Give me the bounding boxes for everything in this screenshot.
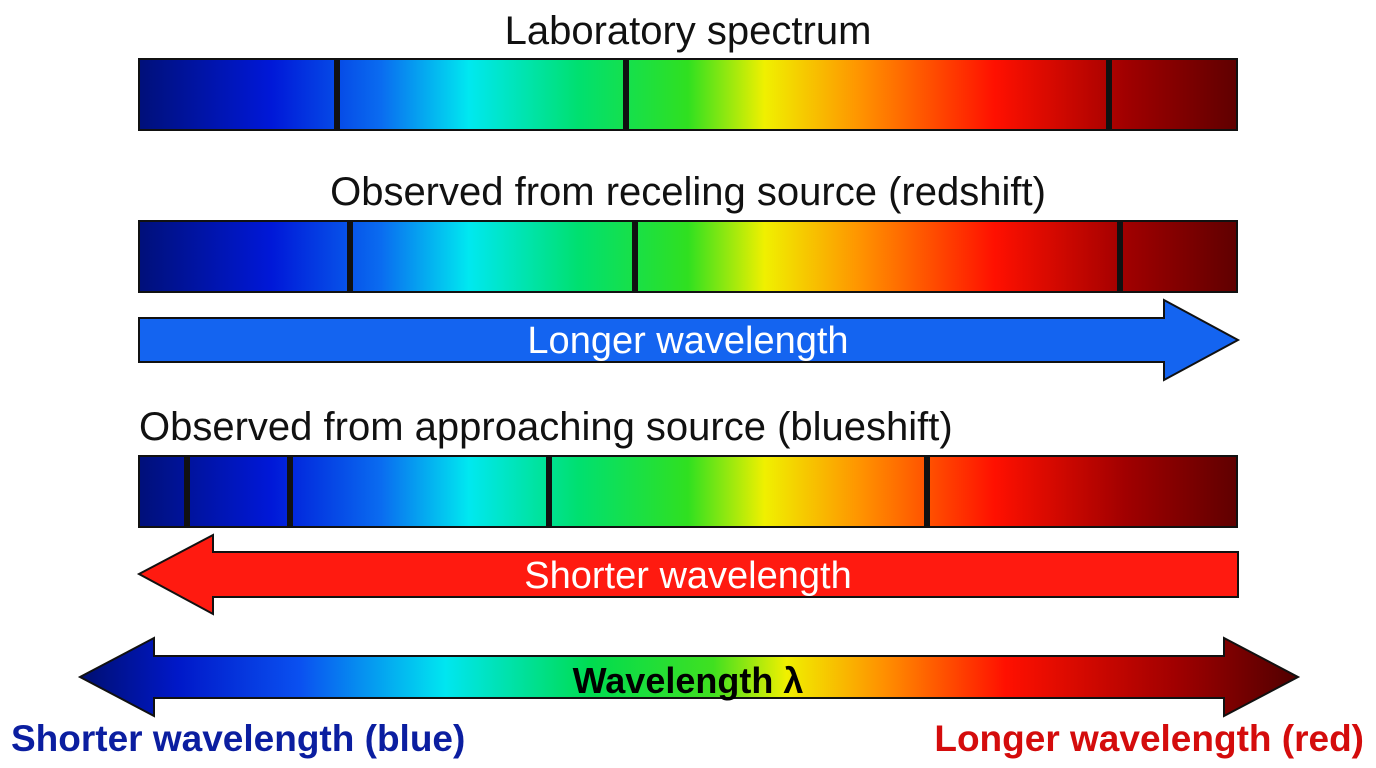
laboratory-spectrum-strip — [138, 58, 1238, 131]
laboratory-spectrum-title: Laboratory spectrum — [504, 9, 872, 53]
redshift-arrow-label: Longer wavelength — [527, 320, 848, 362]
blueshift-absorption-line — [184, 457, 190, 526]
laboratory-absorption-line — [623, 60, 629, 129]
blueshift-left-arrow — [136, 533, 1239, 616]
redshift-absorption-line — [1117, 222, 1123, 291]
shorter-wavelength-blue-label: Shorter wavelength (blue) — [11, 718, 466, 759]
blueshift-spectrum-strip — [138, 455, 1238, 528]
blueshift-arrow-label: Shorter wavelength — [524, 555, 851, 597]
blueshift-absorption-line — [924, 457, 930, 526]
redshift-spectrum-strip — [138, 220, 1238, 293]
laboratory-absorption-line — [1106, 60, 1112, 129]
redshift-spectrum-title: Observed from receling source (redshift) — [330, 170, 1046, 214]
wavelength-axis-label: Wavelength λ — [573, 660, 804, 701]
redshift-absorption-line — [632, 222, 638, 291]
laboratory-absorption-line — [334, 60, 340, 129]
redshift-right-arrow — [138, 298, 1241, 382]
blueshift-absorption-line — [287, 457, 293, 526]
longer-wavelength-red-label: Longer wavelength (red) — [934, 718, 1364, 759]
blueshift-absorption-line — [546, 457, 552, 526]
blueshift-spectrum-title: Observed from approaching source (bluesh… — [139, 405, 953, 449]
redshift-absorption-line — [347, 222, 353, 291]
wavelength-axis-arrow — [77, 636, 1301, 718]
